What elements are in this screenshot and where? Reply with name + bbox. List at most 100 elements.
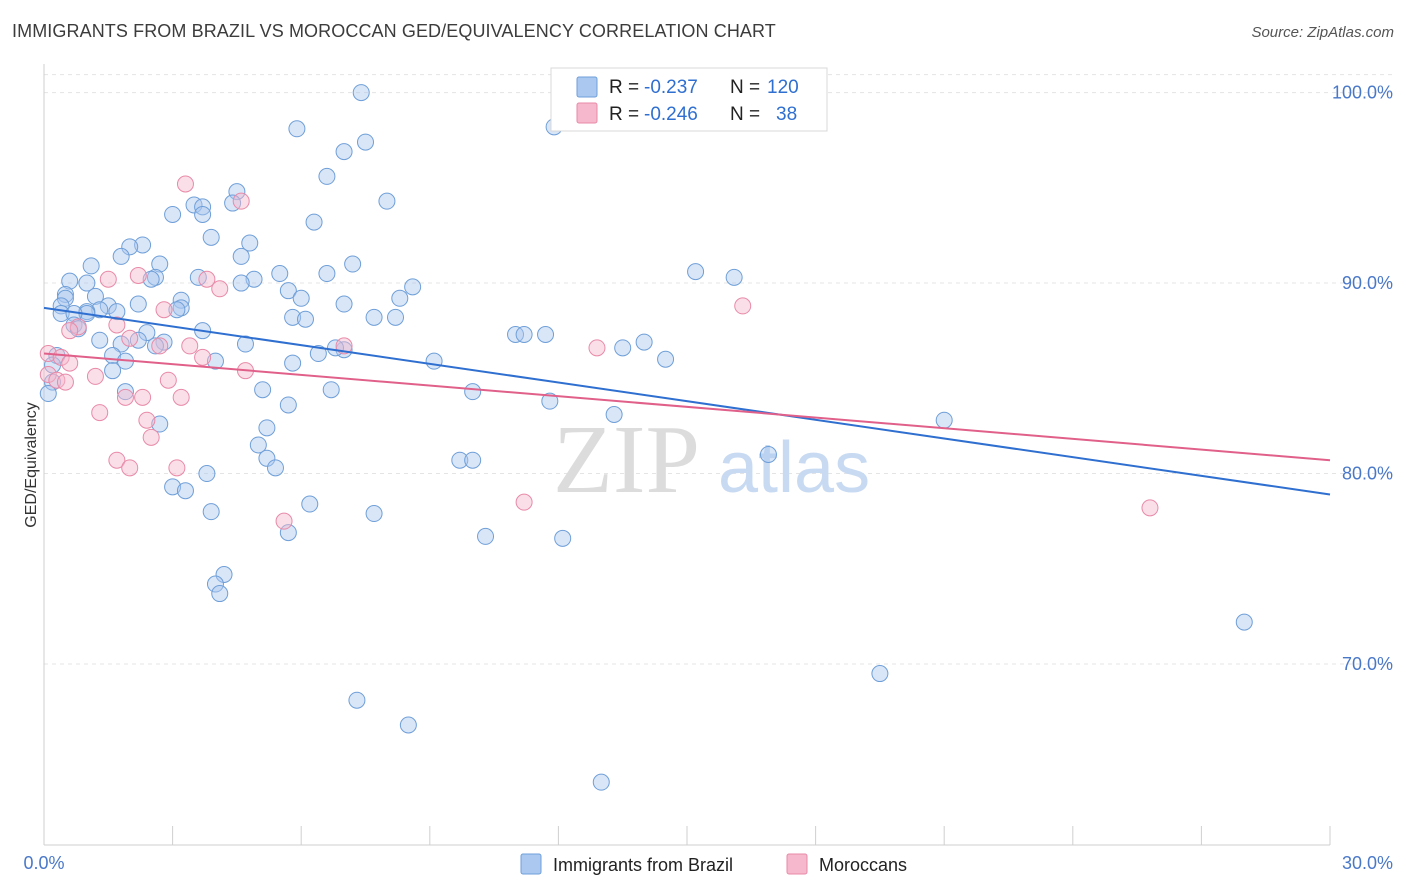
- moroccans-point-25: [56, 373, 74, 391]
- brazil-point-75: [326, 339, 344, 357]
- brazil-point-36: [279, 282, 297, 300]
- brazil-point-3: [288, 120, 306, 138]
- brazil-point-4: [357, 133, 374, 151]
- brazil-point-18: [121, 238, 139, 256]
- brazil-point-31: [245, 270, 263, 288]
- brazil-point-27: [318, 265, 336, 283]
- brazil-point-25: [725, 268, 743, 286]
- brazil-point-118: [348, 691, 366, 709]
- moroccans-point-20: [39, 365, 57, 383]
- brazil-point-88: [322, 381, 340, 399]
- moroccans-point-29: [91, 404, 109, 422]
- source-label: Source: ZipAtlas.com: [1251, 24, 1394, 41]
- brazil-point-14: [305, 213, 323, 231]
- brazil-point-102: [258, 449, 276, 467]
- watermark-zip: ZIP: [553, 406, 700, 514]
- brazil-point-116: [1235, 613, 1253, 631]
- moroccans-point-33: [121, 459, 139, 477]
- brazil-point-17: [134, 236, 152, 254]
- x-tick-label-1: 30.0%: [1342, 853, 1393, 873]
- moroccans-point-17: [52, 348, 70, 366]
- brazil-point-13: [194, 205, 212, 223]
- brazil-point-83: [657, 350, 675, 368]
- watermark-atlas: atlas: [718, 428, 870, 508]
- brazil-point-19: [232, 247, 250, 265]
- legend-r-value-2: -0.246: [644, 104, 698, 125]
- brazil-point-90: [116, 383, 134, 401]
- legend-swatch-brazil: [576, 76, 598, 98]
- bottom-legend-brazil: Immigrants from Brazil: [553, 855, 733, 875]
- legend-swatch-moroccans: [576, 102, 598, 124]
- brazil-point-104: [198, 465, 216, 483]
- brazil-point-65: [537, 325, 555, 343]
- brazil-point-16: [241, 234, 259, 252]
- brazil-point-29: [146, 268, 164, 286]
- moroccans-point-34: [168, 459, 186, 477]
- brazil-point-47: [172, 299, 190, 317]
- brazil-point-71: [146, 337, 164, 355]
- brazil-point-56: [365, 308, 383, 326]
- brazil-point-89: [464, 383, 482, 401]
- brazil-point-22: [344, 255, 362, 273]
- moroccans-point-8: [69, 318, 87, 336]
- moroccans-point-13: [588, 339, 606, 357]
- moroccans-point-0: [176, 175, 194, 193]
- moroccans-point-23: [159, 371, 177, 389]
- y-tick-label-0: 70.0%: [1342, 654, 1393, 674]
- brazil-point-49: [91, 301, 109, 319]
- brazil-point-95: [935, 411, 953, 429]
- moroccans-point-32: [108, 451, 126, 469]
- moroccans-point-1: [232, 192, 250, 210]
- brazil-point-117: [871, 665, 889, 683]
- brazil-point-112: [554, 529, 572, 547]
- brazil-point-6: [318, 167, 336, 185]
- brazil-point-115: [211, 585, 229, 603]
- brazil-point-15: [202, 228, 220, 246]
- brazil-point-69: [236, 335, 254, 353]
- brazil-point-42: [391, 289, 409, 307]
- brazil-point-32: [232, 274, 250, 292]
- moroccans-point-28: [172, 388, 190, 406]
- brazil-point-66: [91, 331, 109, 349]
- brazil-point-64: [515, 325, 533, 343]
- brazil-point-8: [378, 192, 396, 210]
- brazil-point-33: [78, 274, 96, 292]
- moroccans-point-37: [1141, 499, 1159, 517]
- brazil-point-98: [249, 436, 267, 454]
- brazil-point-40: [292, 289, 310, 307]
- brazil-point-0: [352, 84, 370, 102]
- moroccans-point-27: [134, 388, 152, 406]
- brazil-point-111: [477, 527, 495, 545]
- moroccans-point-18: [61, 354, 79, 372]
- brazil-point-5: [335, 143, 353, 161]
- trend-line-moroccans: [43, 352, 1331, 462]
- brazil-point-76: [309, 345, 327, 363]
- bottom-legend-swatch-brazil: [520, 853, 542, 875]
- brazil-point-54: [108, 303, 126, 321]
- brazil-point-91: [39, 385, 57, 403]
- moroccans-point-9: [108, 316, 126, 334]
- y-tick-label-2: 90.0%: [1342, 273, 1393, 293]
- moroccans-point-3: [99, 270, 117, 288]
- moroccans-point-30: [138, 411, 156, 429]
- moroccans-point-31: [142, 428, 160, 446]
- y-tick-labels: 70.0% 80.0% 90.0% 100.0%: [1332, 83, 1393, 674]
- brazil-point-37: [56, 285, 74, 303]
- brazil-point-11: [164, 205, 182, 223]
- brazil-point-57: [387, 308, 405, 326]
- series-brazil-points: [39, 84, 1253, 791]
- y-axis-label: GED/Equivalency: [23, 402, 40, 527]
- y-tick-label-3: 100.0%: [1332, 83, 1393, 103]
- brazil-point-7: [228, 183, 246, 201]
- legend-r-label-1: R =: [609, 77, 639, 98]
- brazil-point-20: [112, 247, 130, 265]
- brazil-point-101: [464, 451, 482, 469]
- legend-r-value-1: -0.237: [644, 77, 698, 98]
- moroccans-point-11: [121, 329, 139, 347]
- brazil-point-70: [112, 335, 130, 353]
- brazil-point-30: [142, 270, 160, 288]
- brazil-point-113: [215, 566, 233, 584]
- x-tick-label-0: 0.0%: [23, 853, 64, 873]
- brazil-point-58: [296, 310, 314, 328]
